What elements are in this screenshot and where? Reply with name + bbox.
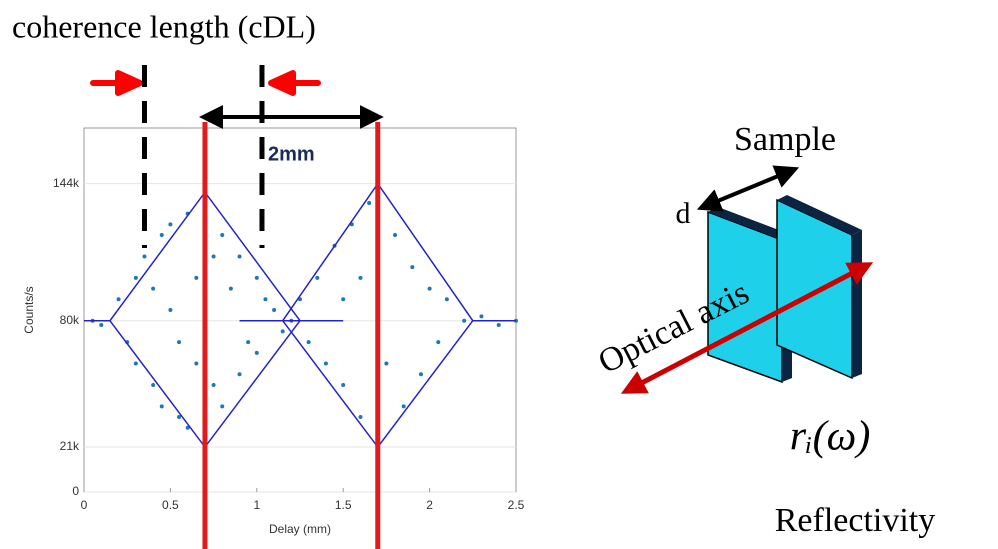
- scatter-point: [445, 297, 449, 301]
- x-tick-label: 1.5: [335, 498, 352, 512]
- scatter-point: [220, 404, 224, 408]
- scatter-point: [341, 297, 345, 301]
- scatter-point: [194, 362, 198, 366]
- scatter-point: [402, 404, 406, 408]
- scatter-point: [272, 308, 276, 312]
- scatter-point: [238, 372, 242, 376]
- scatter-point: [263, 297, 267, 301]
- scatter-point: [168, 222, 172, 226]
- sample-diagram: [632, 172, 862, 388]
- figure: coherence length (cDL) Counts/s Delay (m…: [0, 0, 998, 549]
- reflectivity-symbol: rᵢ(ω): [790, 414, 871, 460]
- scatter-point: [246, 340, 250, 344]
- x-axis-label: Delay (mm): [269, 522, 331, 536]
- scatter-point: [117, 297, 121, 301]
- scatter-point: [194, 276, 198, 280]
- y-axis-label: Counts/s: [22, 286, 36, 333]
- scatter-point: [212, 254, 216, 258]
- reflectivity-label: Reflectivity: [775, 502, 936, 539]
- scatter-point: [307, 340, 311, 344]
- x-tick-label: 2.5: [508, 498, 525, 512]
- scatter-point: [99, 323, 103, 327]
- scatter-point: [410, 265, 414, 269]
- scatter-point: [168, 308, 172, 312]
- scatter-point: [134, 362, 138, 366]
- envelope-line: [283, 184, 516, 321]
- x-tick-label: 1: [253, 498, 260, 512]
- gap-arrow: [708, 172, 788, 205]
- scatter-point: [358, 415, 362, 419]
- envelope-line: [84, 192, 300, 320]
- scatter-point: [229, 287, 233, 291]
- scatter-point: [315, 276, 319, 280]
- scatter-point: [428, 287, 432, 291]
- scatter-point: [160, 233, 164, 237]
- y-tick-label: 144k: [53, 176, 80, 190]
- scatter-point: [497, 323, 501, 327]
- scatter-point: [419, 372, 423, 376]
- scatter-point: [238, 254, 242, 258]
- scatter-point: [324, 362, 328, 366]
- span-label: 2mm: [268, 143, 315, 165]
- scatter-point: [281, 329, 285, 333]
- scatter-point: [220, 233, 224, 237]
- scatter-point: [151, 383, 155, 387]
- red-arrow: [271, 73, 318, 93]
- x-tick-label: 0: [81, 498, 88, 512]
- gap-label: d: [676, 197, 691, 230]
- scatter-point: [384, 362, 388, 366]
- y-tick-label: 0: [72, 484, 79, 498]
- plate-edge: [852, 230, 862, 378]
- plot: 0 21k 80k 144k 0 0.5 1 1.5 2 2.5: [53, 176, 525, 512]
- scatter-point: [358, 276, 362, 280]
- scatter-point: [367, 201, 371, 205]
- scatter-point: [160, 404, 164, 408]
- scatter-point: [255, 276, 259, 280]
- scatter-point: [255, 351, 259, 355]
- scatter-point: [212, 383, 216, 387]
- scatter-point: [142, 254, 146, 258]
- sample-label: Sample: [734, 121, 836, 158]
- y-tick-label: 21k: [60, 439, 80, 453]
- red-arrow: [93, 73, 140, 93]
- scatter-point: [462, 319, 466, 323]
- x-tick-label: 0.5: [162, 498, 179, 512]
- x-tick-label: 2: [426, 498, 433, 512]
- plot-frame: [84, 128, 516, 492]
- scatter-point: [436, 340, 440, 344]
- scatter-point: [134, 276, 138, 280]
- scatter-point: [341, 383, 345, 387]
- y-tick-label: 80k: [60, 313, 80, 327]
- scatter-point: [151, 287, 155, 291]
- scatter-point: [177, 340, 181, 344]
- scatter-point: [393, 233, 397, 237]
- title: coherence length (cDL): [12, 8, 316, 44]
- scatter-point: [479, 314, 483, 318]
